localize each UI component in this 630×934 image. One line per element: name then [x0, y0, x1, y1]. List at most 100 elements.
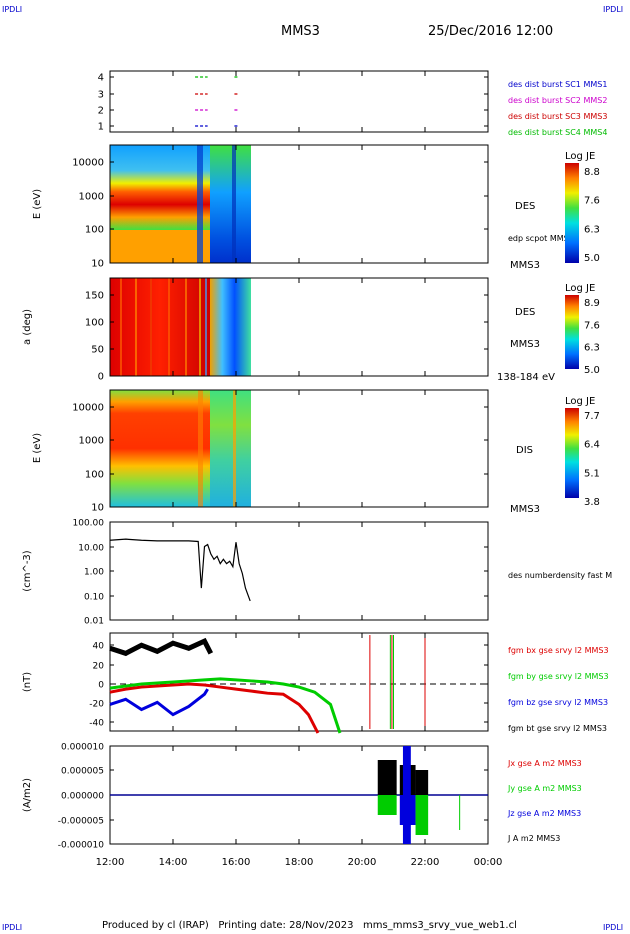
- legend-entry: des dist burst SC2 MMS2: [508, 96, 607, 105]
- legend-entry: fgm bt gse srvy l2 MMS3: [508, 724, 607, 733]
- colorbar-tick-label: 3.8: [584, 497, 600, 508]
- y-tick-label: 1000: [79, 192, 104, 203]
- spectrogram-des-energy-stripe: [197, 145, 203, 263]
- colorbar-gradient: [565, 163, 579, 263]
- x-tick-label: 18:00: [285, 857, 314, 868]
- y-tick-label: 100: [85, 470, 104, 481]
- y-tick-label: 100.00: [73, 519, 105, 529]
- y-tick-label: 100: [85, 318, 104, 329]
- magnetic-series-line: [109, 682, 320, 734]
- legend-entry: Jz gse A m2 MMS3: [507, 809, 581, 818]
- pitch-stripe: [185, 278, 187, 376]
- y-tick-label: 150: [85, 291, 104, 302]
- magnetic-series-line: [109, 688, 209, 717]
- x-tick-label: 16:00: [222, 857, 251, 868]
- footer-text: Produced by cl (IRAP) Printing date: 28/…: [102, 920, 517, 931]
- x-tick-label: 00:00: [474, 857, 503, 868]
- magnetic-series-line: [109, 637, 214, 657]
- panel-magnetic-legend: fgm bx gse srvy l2 MMS3 fgm by gse srvy l…: [508, 646, 609, 733]
- colorbar-tick-label: 6.3: [584, 224, 600, 235]
- y-tick-label: 10000: [72, 403, 104, 414]
- colorbar-gradient: [565, 295, 579, 369]
- y-tick-label: 10: [91, 503, 104, 514]
- panel-des-pitch-side-label: DES: [515, 307, 535, 318]
- panel-des-pitch-side-label: 138-184 eV: [497, 372, 555, 383]
- y-tick-label: -0.000005: [58, 817, 104, 827]
- y-tick-label: 50: [91, 345, 104, 356]
- panel-des-energy-side-label: edp scpot MMS3: [508, 234, 574, 243]
- panel-des-energy-side-label: DES: [515, 201, 535, 212]
- legend-entry: J A m2 MMS3: [507, 834, 560, 843]
- y-tick-label: 100: [85, 225, 104, 236]
- y-tick-label: 10: [91, 259, 104, 270]
- spectrogram-pitch-late: [210, 278, 251, 376]
- datetime-title: 25/Dec/2016 12:00: [428, 24, 553, 39]
- panel-availability-frame: [109, 70, 489, 133]
- colorbar-dis-energy: Log JE 7.7 6.4 5.1 3.8: [565, 396, 600, 508]
- y-tick-label: 0.01: [84, 617, 104, 627]
- legend-entry: des dist burst SC1 MMS1: [508, 80, 607, 89]
- y-tick-label: 40: [93, 642, 105, 652]
- legend-entry: fgm bx gse srvy l2 MMS3: [508, 646, 609, 655]
- spectrogram-pitch-stripes: [120, 278, 207, 376]
- colorbar-tick-label: 6.4: [584, 440, 600, 451]
- y-tick-label: 1.00: [84, 568, 104, 578]
- y-tick-label: -20: [89, 700, 104, 710]
- colorbar-tick-label: 5.0: [584, 253, 600, 264]
- colorbar-title: Log JE: [565, 151, 595, 162]
- panel-current-series: [110, 746, 488, 844]
- panel-density-yticks: 100.00 10.00 1.00 0.10 0.01: [73, 519, 488, 627]
- y-tick-label: 2: [98, 106, 104, 117]
- colorbar-tick-label: 7.7: [584, 411, 600, 422]
- pitch-stripe: [135, 278, 137, 376]
- corner-label-top-left: IPDLI: [2, 5, 22, 14]
- panel-density-frame: [109, 521, 489, 621]
- magnetic-series-line: [109, 677, 342, 734]
- colorbar-des-pitch: Log JE 8.9 7.6 6.3 5.0: [565, 283, 600, 376]
- legend-entry: fgm bz gse srvy l2 MMS3: [508, 698, 608, 707]
- x-tick-label: 20:00: [348, 857, 377, 868]
- y-tick-label: 0.000010: [61, 743, 104, 753]
- panel-density-ylabel: (cm^-3): [22, 550, 33, 591]
- panel-density-legend: des numberdensity fast M: [508, 571, 612, 580]
- colorbar-tick-label: 5.1: [584, 468, 600, 479]
- density-series-line: [109, 538, 251, 602]
- panel-des-pitch-yticks: 150 100 50 0: [85, 291, 488, 383]
- panel-current-legend: Jx gse A m2 MMS3 Jy gse A m2 MMS3 Jz gse A…: [507, 759, 582, 843]
- colorbar-tick-label: 6.3: [584, 343, 600, 354]
- y-tick-label: 3: [98, 90, 104, 101]
- panel-des-energy-side-label: MMS3: [510, 260, 540, 271]
- y-tick-label: -40: [89, 719, 104, 729]
- colorbar-title: Log JE: [565, 283, 595, 294]
- current-burst-negative: [415, 795, 429, 835]
- panel-current-ylabel: (A/m2): [22, 778, 33, 812]
- colorbar-tick-label: 5.0: [584, 365, 600, 376]
- y-tick-label: 10.00: [78, 544, 104, 554]
- spectrogram-des-energy-stripe: [232, 145, 236, 263]
- legend-entry: des dist burst SC4 MMS4: [508, 128, 607, 137]
- panel-density-series: [109, 538, 251, 602]
- spectrogram-dis-energy-stripe: [233, 390, 236, 507]
- y-tick-label: 20: [93, 662, 105, 672]
- colorbar-tick-label: 7.6: [584, 196, 600, 207]
- legend-entry: Jy gse A m2 MMS3: [507, 784, 582, 793]
- x-tick-label: 22:00: [411, 857, 440, 868]
- panel-des-energy-ylabel: E (eV): [32, 189, 43, 219]
- pitch-stripe: [120, 278, 122, 376]
- y-tick-label: 0: [98, 372, 104, 383]
- y-tick-label: 4: [98, 73, 104, 84]
- y-tick-label: 1: [98, 122, 104, 133]
- y-tick-label: 0.000000: [61, 792, 104, 802]
- colorbar-tick-label: 7.6: [584, 320, 600, 331]
- spacecraft-title: MMS3: [281, 24, 320, 39]
- panel-des-pitch-ylabel: a (deg): [22, 309, 33, 345]
- colorbar-gradient: [565, 408, 579, 498]
- colorbar-tick-label: 8.8: [584, 167, 600, 178]
- panel-des-energy-yticks: 10000 1000 100 10: [72, 158, 488, 270]
- pitch-stripe: [150, 278, 152, 376]
- y-tick-label: 0.10: [84, 593, 104, 603]
- panel-dis-energy-yticks: 10000 1000 100 10: [72, 403, 488, 514]
- spectrogram-des-energy-late: [210, 145, 251, 263]
- pitch-stripe: [205, 278, 207, 376]
